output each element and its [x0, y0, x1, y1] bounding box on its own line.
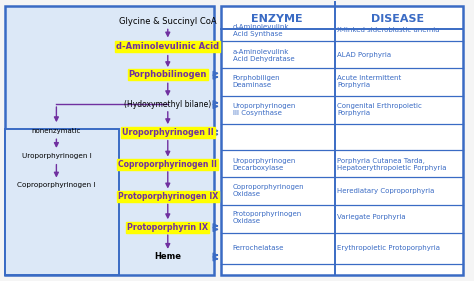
Text: Variegate Porphyria: Variegate Porphyria: [337, 214, 406, 220]
Text: d-Aminolevulink
Acid Synthase: d-Aminolevulink Acid Synthase: [233, 24, 289, 37]
Text: ALAD Porphyria: ALAD Porphyria: [337, 52, 392, 58]
Text: Uroporphyrinogen II: Uroporphyrinogen II: [122, 128, 214, 137]
FancyBboxPatch shape: [221, 6, 463, 275]
Text: Acute Intermittent
Porphyria: Acute Intermittent Porphyria: [337, 75, 401, 88]
Text: Ferrochelatase: Ferrochelatase: [233, 245, 284, 251]
Text: Coproporphyrinogen
Oxidase: Coproporphyrinogen Oxidase: [233, 184, 304, 197]
Text: Heme: Heme: [154, 252, 181, 261]
Text: d-Aminolevulinic Acid: d-Aminolevulinic Acid: [116, 42, 219, 51]
Text: Coproporphyrinogen I: Coproporphyrinogen I: [17, 182, 96, 188]
Text: DISEASE: DISEASE: [371, 14, 424, 24]
Text: Coproporphyrinogen II: Coproporphyrinogen II: [118, 160, 217, 169]
Text: Uroporphyrinogen
Decarboxylase: Uroporphyrinogen Decarboxylase: [233, 158, 296, 171]
Text: nonenzymatic: nonenzymatic: [32, 128, 81, 134]
Text: ENZYME: ENZYME: [251, 14, 303, 24]
Text: Porphyria Cutanea Tarda,
Hepatoerythropoietic Porphyria: Porphyria Cutanea Tarda, Hepatoerythropo…: [337, 158, 447, 171]
FancyBboxPatch shape: [5, 6, 214, 275]
Text: (Hydoxymethyl bilane): (Hydoxymethyl bilane): [124, 100, 211, 109]
Text: Porphobiligen
Deaminase: Porphobiligen Deaminase: [233, 75, 281, 88]
Text: Protoporphyrinogen
Oxidase: Protoporphyrinogen Oxidase: [233, 211, 302, 224]
FancyBboxPatch shape: [5, 129, 119, 275]
Text: Protoporphyrinogen IX: Protoporphyrinogen IX: [118, 192, 218, 201]
Text: Protoporphyrin IX: Protoporphyrin IX: [128, 223, 208, 232]
Text: a-Aminolevulink
Acid Dehydratase: a-Aminolevulink Acid Dehydratase: [233, 49, 294, 62]
Text: Herediatary Coproporphyria: Herediatary Coproporphyria: [337, 188, 435, 194]
Text: Erythropoietic Protoporphyria: Erythropoietic Protoporphyria: [337, 245, 440, 251]
Text: Congenital Erthropoietic
Porphyria: Congenital Erthropoietic Porphyria: [337, 103, 422, 116]
Text: Uroporphyrinogen I: Uroporphyrinogen I: [21, 153, 91, 159]
Text: Uroporphyrinogen
III Cosynthase: Uroporphyrinogen III Cosynthase: [233, 103, 296, 116]
Text: Glycine & Succinyl CoA: Glycine & Succinyl CoA: [119, 17, 217, 26]
Text: Porphobilinogen: Porphobilinogen: [128, 70, 207, 79]
Text: X-linked sideroblastic anemia: X-linked sideroblastic anemia: [337, 27, 440, 33]
